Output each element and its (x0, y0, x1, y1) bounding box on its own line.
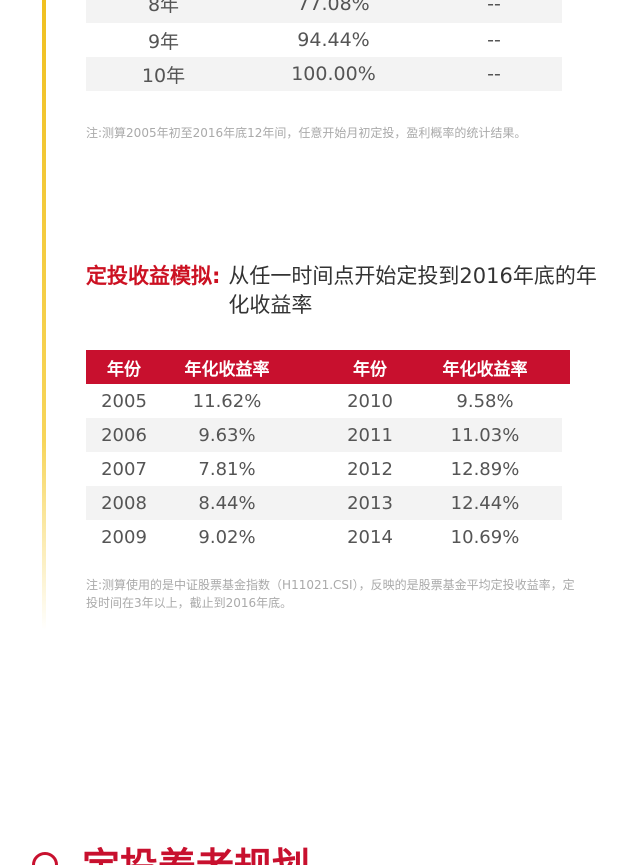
heading-text: 从任一时间点开始定投到2016年底的年化收益率 (228, 264, 597, 317)
cell-return: 9.58% (456, 390, 514, 412)
cell-year: 2012 (347, 458, 393, 480)
cell-year: 2013 (347, 492, 393, 514)
cell-other: -- (487, 63, 501, 85)
probability-table: 8年 77.08% -- 9年 94.44% -- 10年 100.00% -- (86, 0, 562, 91)
cell-other: -- (487, 29, 501, 51)
cell-return: 9.63% (198, 424, 256, 446)
cell-year: 2009 (101, 526, 147, 548)
circle-icon (32, 852, 58, 865)
section-title: 定投养老规划 (82, 840, 310, 865)
cell-years: 9年 (147, 30, 180, 53)
table-row: 9年 94.44% -- (86, 23, 562, 57)
cell-return: 11.62% (192, 390, 262, 412)
cell-return: 10.69% (450, 526, 520, 548)
table-row: 2007 7.81% 2012 12.89% (86, 452, 562, 486)
cell-return: 8.44% (198, 492, 256, 514)
table-row: 8年 77.08% -- (86, 0, 562, 23)
header-annual-return: 年化收益率 (184, 359, 270, 380)
cell-year: 2005 (101, 390, 147, 412)
table-row: 10年 100.00% -- (86, 57, 562, 91)
table-row: 2006 9.63% 2011 11.03% (86, 418, 562, 452)
cell-probability: 94.44% (297, 29, 370, 51)
table-header: 年份 年化收益率 年份 年化收益率 (86, 350, 570, 384)
returns-table: 年份 年化收益率 年份 年化收益率 2005 11.62% 2010 9.58%… (86, 350, 570, 554)
cell-year: 2007 (101, 458, 147, 480)
cell-probability: 100.00% (291, 63, 376, 85)
probability-note: 注:测算2005年初至2016年底12年间，任意开始月初定投，盈利概率的统计结果… (86, 126, 527, 140)
cell-other: -- (487, 0, 501, 15)
cell-year: 2010 (347, 390, 393, 412)
table-row: 2005 11.62% 2010 9.58% (86, 384, 562, 418)
returns-note: 注:测算使用的是中证股票基金指数（H11021.CSI），反映的是股票基金平均定… (86, 578, 575, 610)
cell-year: 2014 (347, 526, 393, 548)
header-annual-return: 年化收益率 (442, 359, 528, 380)
cell-return: 11.03% (450, 424, 520, 446)
cell-year: 2008 (101, 492, 147, 514)
heading-highlight: 定投收益模拟: (86, 264, 221, 288)
table-row: 2009 9.02% 2014 10.69% (86, 520, 562, 554)
cell-probability: 77.08% (297, 0, 370, 15)
section-heading: 定投收益模拟: 从任一时间点开始定投到2016年底的年化收益率 (86, 262, 606, 320)
cell-year: 2011 (347, 424, 393, 446)
cell-years: 10年 (141, 64, 186, 87)
cell-return: 7.81% (198, 458, 256, 480)
header-year: 年份 (107, 359, 141, 380)
cell-return: 9.02% (198, 526, 256, 548)
table-row: 2008 8.44% 2013 12.44% (86, 486, 562, 520)
next-section-header: 定投养老规划 (0, 840, 620, 865)
timeline-line (42, 0, 46, 630)
cell-years: 8年 (147, 0, 180, 16)
cell-year: 2006 (101, 424, 147, 446)
header-year: 年份 (353, 359, 387, 380)
cell-return: 12.44% (450, 492, 520, 514)
cell-return: 12.89% (450, 458, 520, 480)
